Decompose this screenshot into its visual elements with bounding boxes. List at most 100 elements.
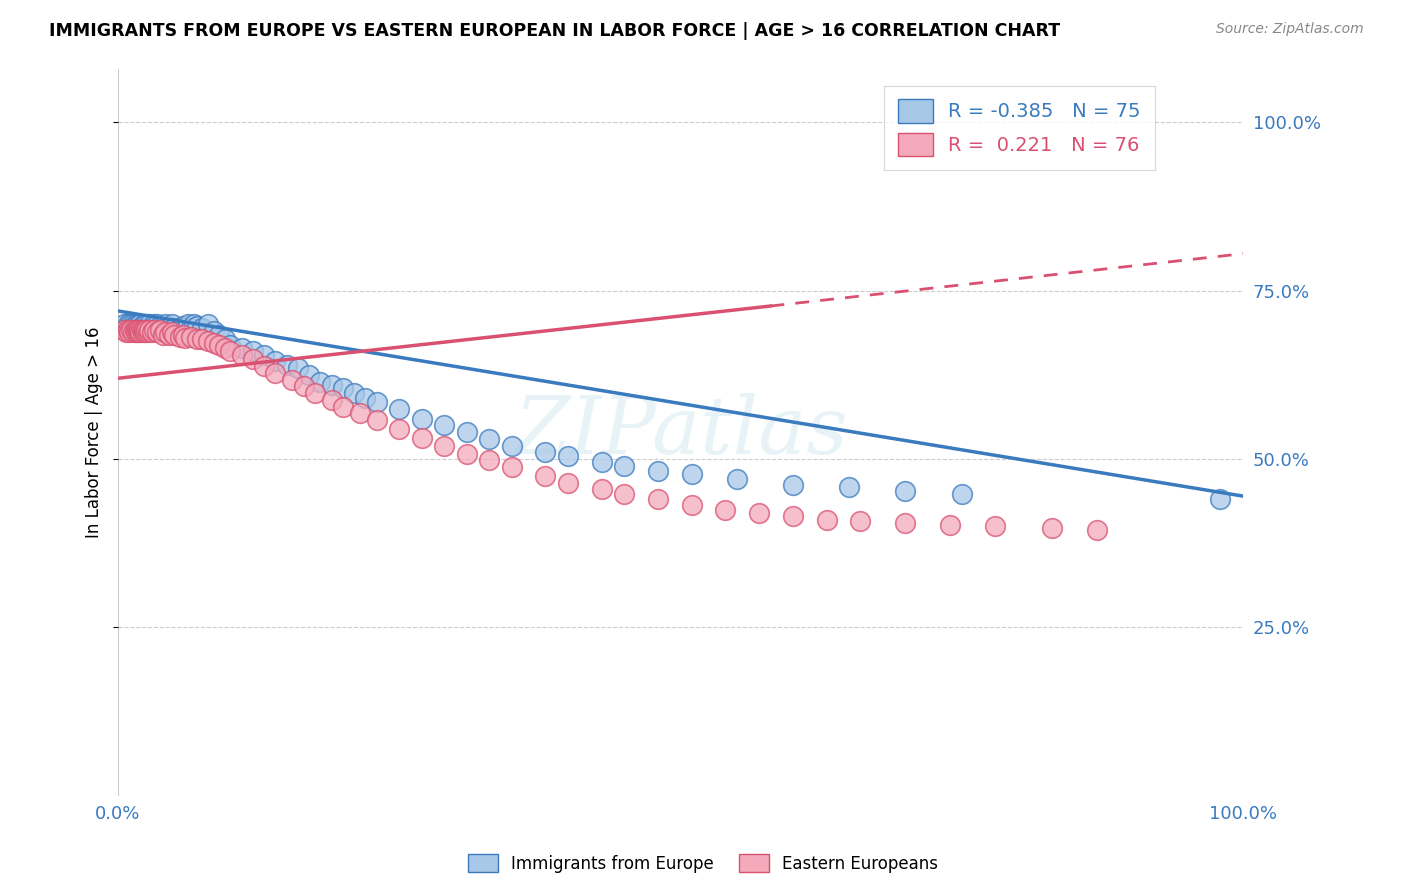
Point [748,506,770,520]
Point [411,411,433,425]
Text: Source: ZipAtlas.com: Source: ZipAtlas.com [1216,22,1364,37]
Point [714,502,737,516]
Point [782,509,804,524]
Point [134,326,156,340]
Point [135,318,157,332]
Point [950,487,973,501]
Point [163,320,186,334]
Point [613,487,636,501]
Point [411,430,433,444]
Point [388,422,411,436]
Point [135,323,157,337]
Point [349,406,371,420]
Point [125,318,148,332]
Point [202,336,225,351]
Point [591,483,613,497]
Point [354,392,377,406]
Point [122,320,145,334]
Point [186,332,208,346]
Point [127,318,149,332]
Point [124,323,146,337]
Point [160,326,183,340]
Point [456,447,478,461]
Point [219,337,242,351]
Point [120,318,142,332]
Point [292,379,315,393]
Point [152,320,174,334]
Point [134,320,156,334]
Point [849,514,872,528]
Point [264,366,287,380]
Point [197,318,219,332]
Point [304,386,326,401]
Point [321,392,343,407]
Point [146,318,169,332]
Point [253,359,276,373]
Point [169,329,191,343]
Point [131,320,153,334]
Point [231,348,253,362]
Point [183,318,205,332]
Point [681,467,703,481]
Point [180,320,202,334]
Point [142,323,165,337]
Point [208,337,231,351]
Point [894,484,917,499]
Point [180,329,202,343]
Point [143,320,166,334]
Point [117,318,139,332]
Text: IMMIGRANTS FROM EUROPE VS EASTERN EUROPEAN IN LABOR FORCE | AGE > 16 CORRELATION: IMMIGRANTS FROM EUROPE VS EASTERN EUROPE… [49,22,1060,40]
Point [647,464,669,478]
Point [174,320,197,334]
Point [152,327,174,342]
Point [128,320,150,334]
Point [219,344,242,359]
Point [129,318,152,332]
Point [138,323,160,337]
Point [838,480,860,494]
Point [332,381,354,395]
Point [125,320,148,334]
Point [281,373,304,387]
Point [1085,523,1108,537]
Point [153,318,176,332]
Point [782,477,804,491]
Point [894,516,917,530]
Point [321,378,343,392]
Point [242,352,264,367]
Point [176,318,198,332]
Point [613,458,636,473]
Point [146,326,169,340]
Point [186,318,208,333]
Point [647,492,669,507]
Point [136,326,159,340]
Point [148,318,170,333]
Point [214,341,236,355]
Point [557,475,579,490]
Point [264,354,287,368]
Legend: Immigrants from Europe, Eastern Europeans: Immigrants from Europe, Eastern European… [461,847,945,880]
Point [132,318,155,332]
Point [276,358,298,372]
Point [681,498,703,512]
Point [172,318,194,333]
Point [287,361,309,376]
Point [343,386,366,401]
Point [501,439,523,453]
Point [112,323,135,337]
Point [118,320,141,334]
Point [163,327,186,342]
Point [214,332,236,346]
Point [131,318,153,333]
Point [298,368,321,382]
Point [939,518,962,533]
Point [366,413,388,427]
Point [591,455,613,469]
Point [120,320,142,334]
Point [253,348,276,362]
Point [208,327,231,342]
Point [129,326,152,340]
Point [157,320,180,334]
Point [114,326,136,340]
Point [1209,492,1232,507]
